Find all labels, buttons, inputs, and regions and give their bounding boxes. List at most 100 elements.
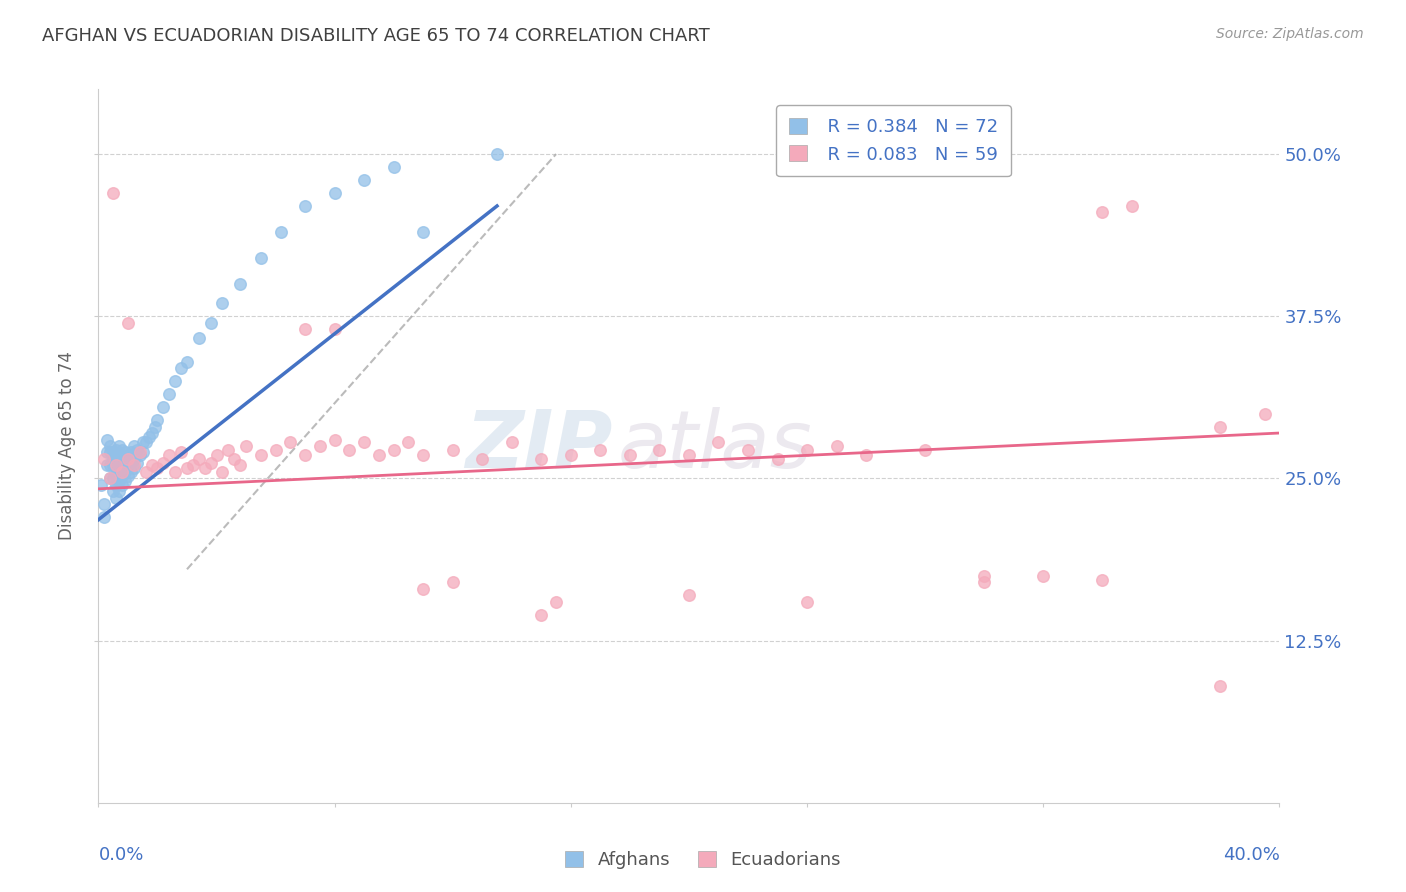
Point — [103, 471, 125, 485]
Point — [103, 484, 125, 499]
Point — [93, 510, 115, 524]
Point — [120, 456, 142, 470]
Point — [125, 442, 148, 457]
Point — [96, 433, 118, 447]
Point — [141, 458, 163, 473]
Point — [187, 452, 209, 467]
Point — [128, 445, 150, 459]
Point — [108, 465, 131, 479]
Point — [217, 442, 239, 457]
Point — [396, 435, 419, 450]
Point — [132, 445, 155, 459]
Point — [103, 458, 125, 473]
Point — [766, 452, 789, 467]
Point — [530, 452, 553, 467]
Legend: Afghans, Ecuadorians: Afghans, Ecuadorians — [557, 842, 849, 879]
Point — [294, 199, 316, 213]
Point — [309, 439, 332, 453]
Point — [737, 442, 759, 457]
Point — [412, 582, 434, 596]
Point — [441, 575, 464, 590]
Point — [98, 439, 121, 453]
Point — [93, 497, 115, 511]
Text: AFGHAN VS ECUADORIAN DISABILITY AGE 65 TO 74 CORRELATION CHART: AFGHAN VS ECUADORIAN DISABILITY AGE 65 T… — [42, 27, 710, 45]
Point — [471, 452, 494, 467]
Point — [211, 465, 233, 479]
Point — [589, 442, 612, 457]
Point — [108, 456, 131, 470]
Point — [235, 439, 257, 453]
Point — [108, 448, 131, 462]
Point — [108, 484, 131, 499]
Point — [122, 461, 145, 475]
Point — [1032, 568, 1054, 582]
Point — [1091, 573, 1114, 587]
Point — [146, 413, 169, 427]
Point — [323, 186, 346, 200]
Point — [96, 445, 118, 459]
Point — [796, 595, 818, 609]
Point — [1209, 419, 1232, 434]
Point — [560, 448, 582, 462]
Point — [181, 458, 204, 473]
Text: 0.0%: 0.0% — [98, 846, 143, 863]
Point — [120, 445, 142, 459]
Point — [187, 331, 209, 345]
Point — [165, 374, 187, 388]
Point — [170, 361, 193, 376]
Point — [103, 452, 125, 467]
Legend:   R = 0.384   N = 72,   R = 0.083   N = 59: R = 0.384 N = 72, R = 0.083 N = 59 — [776, 105, 1011, 177]
Point — [105, 458, 128, 473]
Point — [108, 474, 131, 488]
Point — [117, 452, 139, 467]
Point — [796, 442, 818, 457]
Text: 40.0%: 40.0% — [1223, 846, 1279, 863]
Point — [1091, 205, 1114, 219]
Text: Source: ZipAtlas.com: Source: ZipAtlas.com — [1216, 27, 1364, 41]
Point — [648, 442, 671, 457]
Point — [114, 456, 136, 470]
Point — [224, 452, 246, 467]
Point — [103, 445, 125, 459]
Point — [412, 448, 434, 462]
Point — [105, 442, 128, 457]
Point — [128, 448, 150, 462]
Point — [122, 458, 145, 473]
Point — [353, 435, 375, 450]
Point — [546, 595, 568, 609]
Point — [117, 448, 139, 462]
Point — [323, 433, 346, 447]
Point — [152, 456, 174, 470]
Point — [105, 461, 128, 475]
Point — [135, 435, 157, 450]
Point — [1254, 407, 1277, 421]
Point — [270, 225, 292, 239]
Point — [441, 442, 464, 457]
Point — [707, 435, 730, 450]
Point — [117, 468, 139, 483]
Point — [973, 575, 995, 590]
Point — [200, 456, 222, 470]
Point — [114, 445, 136, 459]
Point — [825, 439, 848, 453]
Point — [146, 461, 169, 475]
Point — [211, 296, 233, 310]
Point — [157, 448, 180, 462]
Point — [619, 448, 641, 462]
Point — [412, 225, 434, 239]
Point — [90, 478, 112, 492]
Point — [135, 465, 157, 479]
Point — [105, 478, 128, 492]
Point — [152, 400, 174, 414]
Point — [323, 322, 346, 336]
Point — [278, 435, 302, 450]
Text: ZIP: ZIP — [465, 407, 612, 485]
Y-axis label: Disability Age 65 to 74: Disability Age 65 to 74 — [58, 351, 76, 541]
Point — [93, 452, 115, 467]
Point — [117, 458, 139, 473]
Point — [122, 452, 145, 467]
Point — [98, 471, 121, 485]
Point — [229, 277, 252, 291]
Point — [914, 442, 936, 457]
Point — [382, 160, 405, 174]
